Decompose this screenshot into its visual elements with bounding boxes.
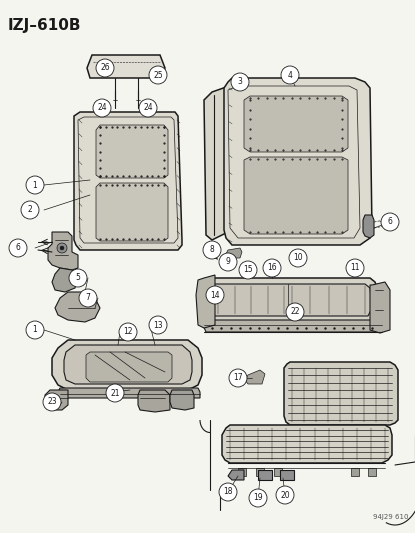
Text: 19: 19 <box>253 494 263 503</box>
Circle shape <box>219 253 237 271</box>
Text: 23: 23 <box>47 398 57 407</box>
Polygon shape <box>58 388 200 398</box>
Text: 12: 12 <box>123 327 133 336</box>
Polygon shape <box>138 390 170 412</box>
Text: 25: 25 <box>153 70 163 79</box>
Circle shape <box>206 286 224 304</box>
Text: 6: 6 <box>16 244 20 253</box>
Circle shape <box>239 261 257 279</box>
Text: 5: 5 <box>76 273 81 282</box>
Polygon shape <box>86 352 172 382</box>
Text: 1: 1 <box>33 181 37 190</box>
Text: 7: 7 <box>85 294 90 303</box>
Circle shape <box>26 321 44 339</box>
Circle shape <box>43 393 61 411</box>
Circle shape <box>106 384 124 402</box>
Text: 15: 15 <box>243 265 253 274</box>
Text: 14: 14 <box>210 290 220 300</box>
Text: 21: 21 <box>110 389 120 398</box>
Polygon shape <box>224 78 372 245</box>
Polygon shape <box>204 85 232 240</box>
Polygon shape <box>351 468 359 476</box>
Polygon shape <box>74 112 182 250</box>
Circle shape <box>149 66 167 84</box>
Text: 20: 20 <box>280 490 290 499</box>
Polygon shape <box>96 125 168 178</box>
Polygon shape <box>52 340 202 390</box>
Circle shape <box>21 201 39 219</box>
Polygon shape <box>274 468 282 476</box>
Text: 17: 17 <box>233 374 243 383</box>
Circle shape <box>381 213 399 231</box>
Circle shape <box>149 316 167 334</box>
Text: 4: 4 <box>288 70 293 79</box>
Text: 6: 6 <box>388 217 393 227</box>
Text: 10: 10 <box>293 254 303 262</box>
Polygon shape <box>64 345 192 384</box>
Polygon shape <box>96 183 168 241</box>
Text: 24: 24 <box>97 103 107 112</box>
Polygon shape <box>222 425 392 463</box>
Polygon shape <box>363 215 374 238</box>
Circle shape <box>69 269 87 287</box>
Circle shape <box>119 323 137 341</box>
Text: 9: 9 <box>226 257 230 266</box>
Polygon shape <box>258 470 272 480</box>
Text: 2: 2 <box>28 206 32 214</box>
Text: 22: 22 <box>290 308 300 317</box>
Polygon shape <box>45 390 68 410</box>
Polygon shape <box>256 468 264 476</box>
Polygon shape <box>238 468 246 476</box>
Circle shape <box>57 243 67 253</box>
Circle shape <box>93 99 111 117</box>
Polygon shape <box>245 370 265 384</box>
Circle shape <box>231 73 249 91</box>
Circle shape <box>263 259 281 277</box>
Polygon shape <box>226 248 242 258</box>
Polygon shape <box>284 362 398 425</box>
Polygon shape <box>52 268 78 292</box>
Circle shape <box>96 59 114 77</box>
Circle shape <box>219 483 237 501</box>
Circle shape <box>26 176 44 194</box>
Polygon shape <box>204 278 378 322</box>
Circle shape <box>229 369 247 387</box>
Text: 13: 13 <box>153 320 163 329</box>
Circle shape <box>203 241 221 259</box>
Polygon shape <box>280 470 294 480</box>
Text: 24: 24 <box>143 103 153 112</box>
Circle shape <box>139 99 157 117</box>
Polygon shape <box>208 284 372 316</box>
Text: 16: 16 <box>267 263 277 272</box>
Circle shape <box>60 246 64 250</box>
Circle shape <box>286 303 304 321</box>
Ellipse shape <box>348 261 362 269</box>
Circle shape <box>281 66 299 84</box>
Polygon shape <box>170 390 194 410</box>
Circle shape <box>276 486 294 504</box>
Polygon shape <box>196 275 215 328</box>
Circle shape <box>289 249 307 267</box>
Text: 3: 3 <box>237 77 242 86</box>
Text: 1: 1 <box>33 326 37 335</box>
Polygon shape <box>370 282 390 333</box>
Polygon shape <box>87 55 165 78</box>
Polygon shape <box>368 468 376 476</box>
Text: IZJ–610B: IZJ–610B <box>8 18 81 33</box>
Circle shape <box>9 239 27 257</box>
Text: 94J29 610: 94J29 610 <box>373 514 408 520</box>
Polygon shape <box>228 470 244 480</box>
Text: 8: 8 <box>210 246 215 254</box>
Polygon shape <box>244 157 348 234</box>
Polygon shape <box>203 320 380 332</box>
Text: 18: 18 <box>223 488 233 497</box>
Text: 26: 26 <box>100 63 110 72</box>
Circle shape <box>79 289 97 307</box>
Circle shape <box>249 489 267 507</box>
Polygon shape <box>244 96 348 152</box>
Text: 11: 11 <box>350 263 360 272</box>
Polygon shape <box>55 292 100 322</box>
Circle shape <box>346 259 364 277</box>
Polygon shape <box>48 232 78 270</box>
